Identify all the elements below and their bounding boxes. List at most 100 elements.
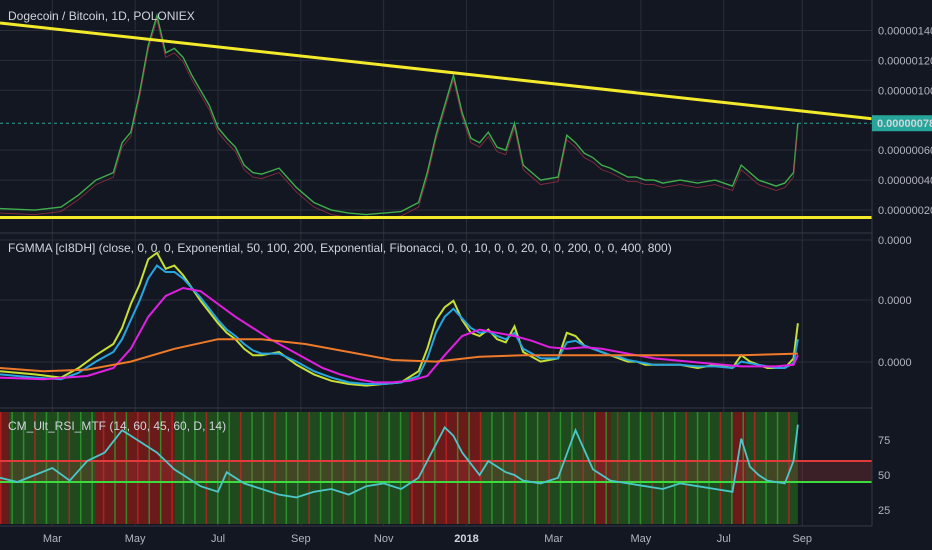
rsi-zone-stripe — [159, 412, 162, 524]
rsi-zone-stripe — [719, 412, 722, 524]
rsi-zone-stripe — [468, 412, 470, 524]
fgmma-series-2 — [0, 286, 799, 384]
rsi-zone-stripe — [559, 412, 562, 524]
rsi-zone-red — [409, 412, 480, 524]
x-tick-label: Sep — [792, 533, 812, 545]
rsi-zone-stripe — [114, 412, 116, 524]
price-tick-label: 0.00000140 — [878, 25, 932, 37]
price-tick-label: 0.00000020 — [878, 205, 932, 217]
rsi-zone-stripe — [536, 412, 539, 524]
rsi-zone-stripe — [148, 412, 151, 524]
fgmma-tick-label: 0.0000 — [878, 357, 912, 369]
rsi-zone-stripe — [68, 412, 71, 524]
rsi-zone-stripe — [434, 412, 436, 524]
x-tick-label: Nov — [374, 533, 394, 545]
fgmma-panel: FGMMA [cI8DH] (close, 0, 0, 0, Exponenti… — [0, 239, 872, 409]
rsi-zone-stripe — [125, 412, 128, 524]
rsi-zone-stripe — [239, 412, 242, 524]
x-tick-label: Sep — [291, 533, 311, 545]
rsi-zone-stripe — [34, 412, 36, 524]
rsi-zone-stripe — [685, 412, 687, 524]
x-tick-label: Jul — [211, 533, 225, 545]
rsi-zone-stripe — [673, 412, 676, 524]
rsi-zone-stripe — [753, 412, 756, 524]
rsi-zone-stripe — [354, 412, 356, 524]
rsi-zone-stripe — [514, 412, 516, 524]
rsi-zone-stripe — [491, 412, 493, 524]
rsi-zone-stripe — [331, 412, 333, 524]
rsi-zone-stripe — [308, 412, 310, 524]
rsi-zone-stripe — [388, 412, 390, 524]
x-tick-label: Mar — [544, 533, 563, 545]
rsi-zone-stripe — [274, 412, 276, 524]
rsi-zone-stripe — [582, 412, 585, 524]
rsi-zone-stripe — [605, 412, 607, 524]
price-tick-label: 0.00000060 — [878, 145, 932, 157]
price-tick-label: 0.00000120 — [878, 55, 932, 67]
rsi-zone-stripe — [765, 412, 767, 524]
rsi-zone-stripe — [651, 412, 653, 524]
rsi-zone-stripe — [502, 412, 505, 524]
rsi-zone-stripe — [205, 412, 208, 524]
rsi-panel: CM_Ult_RSI_MTF (14, 60, 45, 60, D, 14) — [0, 412, 872, 524]
rsi-zone-stripe — [696, 412, 699, 524]
rsi-zone-stripe — [376, 412, 379, 524]
rsi-zone-green — [610, 412, 733, 524]
price-series — [0, 12, 799, 216]
rsi-zone-stripe — [297, 412, 299, 524]
rsi-zone-stripe — [319, 412, 322, 524]
rsi-zone-red — [0, 412, 9, 524]
rsi-zone-stripe — [342, 412, 345, 524]
rsi-zone-stripe — [399, 412, 402, 524]
rsi-zone-stripe — [456, 412, 459, 524]
fgmma-tick-label: 0.0000 — [878, 295, 912, 307]
price-chart-title: Dogecoin / Bitcoin, 1D, POLONIEX — [8, 9, 195, 23]
rsi-zone-stripe — [639, 412, 642, 524]
rsi-zone-stripe — [411, 412, 413, 524]
rsi-zone-stripe — [616, 412, 619, 524]
fgmma-title: FGMMA [cI8DH] (close, 0, 0, 0, Exponenti… — [8, 241, 672, 255]
rsi-zone-stripe — [445, 412, 448, 524]
rsi-zone-stripe — [0, 412, 2, 524]
rsi-tick-label: 75 — [878, 435, 890, 447]
rsi-tick-label: 50 — [878, 470, 890, 482]
rsi-zone-stripe — [228, 412, 230, 524]
rsi-zone-stripe — [251, 412, 253, 524]
rsi-zone-stripe — [91, 412, 93, 524]
rsi-title: CM_Ult_RSI_MTF (14, 60, 45, 60, D, 14) — [8, 419, 226, 433]
rsi-zone-stripe — [548, 412, 550, 524]
x-tick-label: Jul — [717, 533, 731, 545]
current-price-box — [872, 115, 932, 132]
rsi-zone-stripe — [285, 412, 288, 524]
rsi-zone-stripe — [194, 412, 196, 524]
x-tick-label: 2018 — [454, 533, 478, 545]
rsi-zone-stripe — [776, 412, 779, 524]
rsi-tick-label: 25 — [878, 505, 890, 517]
rsi-zone-stripe — [742, 412, 745, 524]
rsi-zone-stripe — [525, 412, 527, 524]
rsi-zone-stripe — [22, 412, 25, 524]
rsi-zone-stripe — [708, 412, 710, 524]
current-price-label: 0.00000078 — [877, 118, 932, 130]
rsi-zone-stripe — [262, 412, 265, 524]
price-tick-label: 0.00000100 — [878, 85, 932, 97]
rsi-zone-stripe — [102, 412, 105, 524]
fgmma-series-1 — [0, 264, 799, 385]
rsi-zone-stripe — [11, 412, 13, 524]
rsi-series — [0, 424, 799, 499]
upper-trendline — [0, 21, 873, 121]
rsi-band — [0, 461, 872, 482]
rsi-zone-stripe — [731, 412, 733, 524]
rsi-zone-stripe — [45, 412, 48, 524]
fgmma-series-3 — [0, 338, 798, 373]
x-tick-label: Mar — [43, 533, 62, 545]
rsi-zone-stripe — [365, 412, 368, 524]
rsi-zone-stripe — [594, 412, 596, 524]
rsi-zone-stripe — [788, 412, 790, 524]
rsi-zone-stripe — [137, 412, 139, 524]
x-tick-label: May — [631, 533, 652, 545]
rsi-zone-stripe — [479, 412, 482, 524]
x-tick-label: May — [125, 533, 146, 545]
rsi-zone-stripe — [217, 412, 219, 524]
